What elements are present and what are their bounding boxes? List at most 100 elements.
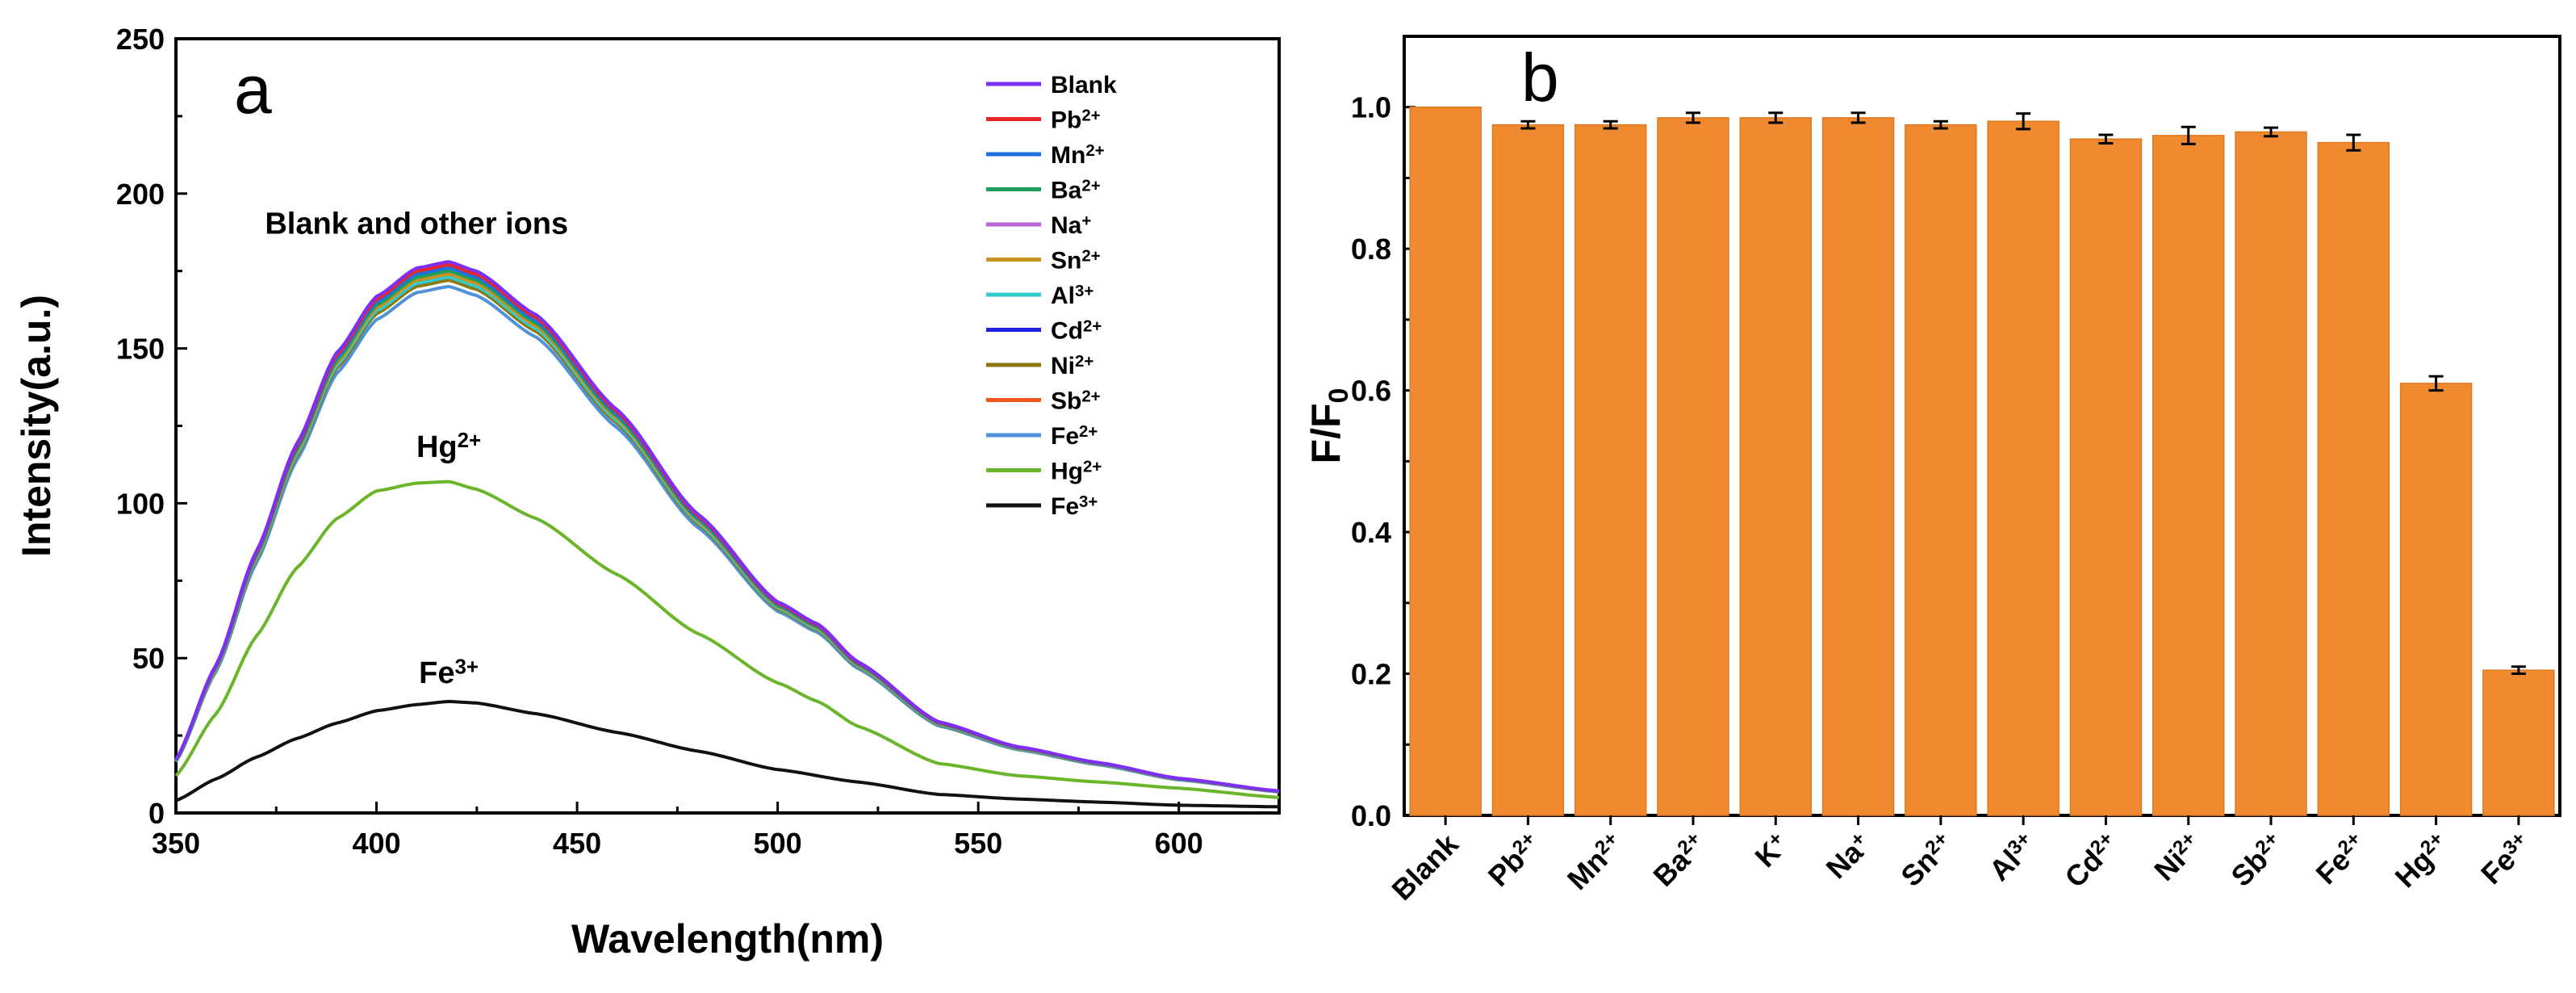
legend-label-Sn2+-text: Sn — [1051, 248, 1081, 274]
legend-label-Ni2+: Ni2+ — [1051, 353, 1094, 379]
legend-label-Fe3+: Fe3+ — [1051, 493, 1098, 520]
y-tick-label: 0.0 — [1351, 799, 1391, 832]
legend-label-Hg2+-sup: 2+ — [1083, 458, 1102, 476]
x-tick-label-Sb2+: Sb2+ — [2224, 828, 2290, 893]
x-tick-label: 500 — [754, 827, 802, 860]
legend-label-Pb2+-sup: 2+ — [1081, 107, 1100, 124]
y-axis-title-text: F/F — [1303, 403, 1349, 463]
panel-label-a: a — [234, 52, 272, 128]
y-axis-title: F/F0 — [1303, 388, 1354, 464]
bar-Al3+ — [1987, 120, 2060, 816]
bar-Ba2+ — [1657, 117, 1729, 816]
legend-label-Fe3+-text: Fe — [1051, 493, 1079, 520]
y-tick-label: 150 — [116, 333, 165, 366]
x-tick-label-Mn2+: Mn2+ — [1561, 828, 1629, 896]
plot-frame — [174, 37, 1281, 815]
legend: BlankPb2+Mn2+Ba2+Na+Sn2+Al3+Cd2+Ni2+Sb2+… — [986, 72, 1117, 520]
panel-b-bar-chart: 0.0 0.2 0.4 0.6 0.8 1.0 F/F0 b Blank Pb2+ Mn2+ Ba2+… — [1303, 35, 2561, 907]
bar-Sn2+ — [1905, 124, 1977, 816]
y-tick-label: 0.4 — [1351, 516, 1391, 549]
series-line-Fe3+ — [175, 699, 1279, 809]
y-tick-label: 100 — [116, 487, 165, 520]
legend-label-Ni2+-sup: 2+ — [1075, 353, 1094, 371]
x-tick-label-Ni2+: Ni2+ — [2147, 828, 2207, 887]
y-tick-label: 200 — [116, 178, 165, 211]
legend-label-Sb2+-text: Sb — [1051, 388, 1081, 415]
bar-Pb2+ — [1491, 124, 1565, 816]
legend-label-Cd2+-sup: 2+ — [1083, 317, 1102, 335]
legend-label-Fe2+-sup: 2+ — [1079, 423, 1098, 441]
legend-label-Fe2+-text: Fe — [1051, 423, 1079, 450]
legend-label-Blank: Blank — [1051, 72, 1117, 98]
x-tick-label-Ba2+: Ba2+ — [1646, 828, 1712, 893]
annotation-Hg2+-text: Hg — [416, 430, 458, 464]
panel-a-spectra-chart: 350 400 450 500 550 600 0 50 100 150 200 250 Wavelen… — [14, 23, 1281, 962]
legend-label-Na+: Na+ — [1051, 212, 1091, 239]
annotation-Fe3+-text: Fe — [419, 656, 454, 690]
legend-label-Sn2+-sup: 2+ — [1081, 247, 1100, 265]
annotation-Fe3+-sup: 3+ — [454, 656, 478, 678]
annotation-blank-and-other-ions: Blank and other ions — [265, 207, 568, 241]
bar-Na+ — [1821, 117, 1895, 816]
panel-label-b: b — [1521, 40, 1559, 115]
x-tick-label-Blank-text: Blank — [1385, 827, 1465, 907]
bar-Hg2+ — [2399, 383, 2473, 816]
bar-Cd2+ — [2069, 138, 2143, 816]
bar-K+ — [1739, 117, 1813, 816]
legend-label-Cd2+-text: Cd — [1051, 318, 1083, 345]
annotation-Hg2+-sup: 2+ — [458, 429, 481, 452]
legend-label-Ba2+: Ba2+ — [1051, 177, 1101, 203]
y-axis-title-sub: 0 — [1324, 388, 1354, 404]
legend-label-Blank-text: Blank — [1051, 72, 1117, 98]
legend-label-Sn2+: Sn2+ — [1051, 247, 1101, 274]
x-tick-label: 450 — [553, 827, 601, 860]
series-line-Pb2+ — [174, 263, 1280, 793]
x-tick-label-K+: K+ — [1748, 828, 1794, 874]
legend-label-Na+-sup: + — [1081, 212, 1091, 230]
legend-label-Sb2+-sup: 2+ — [1081, 388, 1100, 405]
x-tick-label-Na+: Na+ — [1820, 828, 1878, 886]
bar-Mn2+ — [1574, 124, 1647, 816]
y-tick-label: 250 — [116, 23, 165, 56]
x-tick-label-Cd2+: Cd2+ — [2058, 828, 2125, 895]
x-tick-label: 400 — [353, 827, 401, 860]
x-tick-label-Fe2+: Fe2+ — [2310, 828, 2373, 890]
y-tick-label: 0.6 — [1351, 375, 1391, 408]
legend-label-Fe2+: Fe2+ — [1051, 423, 1098, 450]
series-line-Hg2+ — [174, 480, 1280, 799]
x-tick-label-Hg2+: Hg2+ — [2389, 828, 2456, 895]
legend-label-Cd2+: Cd2+ — [1051, 317, 1102, 344]
y-tick-label: 0.8 — [1351, 233, 1391, 266]
y-axis-title: Intensity(a.u.) — [14, 295, 59, 557]
x-tick-label-Blank: Blank — [1385, 827, 1465, 907]
bar-Ni2+ — [2152, 135, 2225, 816]
legend-label-Mn2+-sup: 2+ — [1085, 142, 1104, 160]
legend-label-Ni2+-text: Ni — [1051, 353, 1075, 379]
y-tick-label: 0 — [148, 797, 165, 830]
y-tick-label: 0.2 — [1351, 658, 1391, 691]
spectra-curves — [174, 260, 1280, 809]
legend-label-Al3+-text: Al — [1051, 283, 1075, 309]
legend-label-Pb2+: Pb2+ — [1051, 107, 1101, 133]
bar-Fe2+ — [2317, 141, 2390, 816]
legend-label-Hg2+-text: Hg — [1051, 459, 1083, 485]
legend-label-Na+-text: Na — [1051, 212, 1082, 239]
legend-label-Sb2+: Sb2+ — [1051, 388, 1101, 414]
y-tick-label: 1.0 — [1351, 91, 1391, 124]
x-axis-title: Wavelength(nm) — [571, 916, 884, 962]
legend-label-Al3+-sup: 3+ — [1075, 283, 1094, 300]
legend-label-Al3+: Al3+ — [1051, 283, 1094, 309]
y-tick-label: 50 — [132, 642, 165, 675]
legend-label-Mn2+-text: Mn — [1051, 142, 1085, 169]
legend-label-Mn2+: Mn2+ — [1051, 142, 1105, 169]
legend-label-Fe3+-sup: 3+ — [1079, 493, 1098, 511]
x-tick-label: 600 — [1155, 827, 1203, 860]
legend-label-Hg2+: Hg2+ — [1051, 458, 1102, 484]
legend-label-Ba2+-sup: 2+ — [1081, 177, 1100, 195]
annotation-Fe3+: Fe3+ — [419, 656, 479, 690]
x-tick-label-Pb2+: Pb2+ — [1482, 828, 1547, 893]
bar-Fe3+ — [2482, 669, 2555, 816]
annotation-Hg2+: Hg2+ — [416, 429, 481, 464]
bar-Blank — [1409, 106, 1482, 816]
